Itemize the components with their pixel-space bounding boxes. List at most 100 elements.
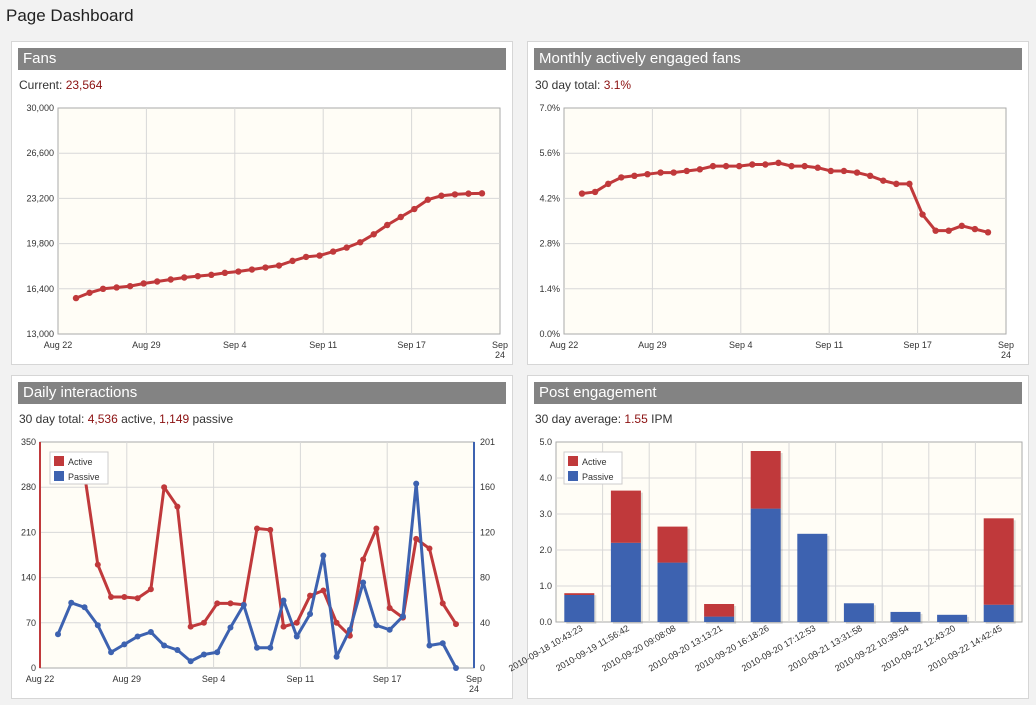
engaged-point [788, 162, 795, 170]
plot-area [563, 107, 1007, 335]
x-tick-label: Sep 4 [202, 674, 226, 684]
plot-area [39, 441, 475, 669]
bar-active [704, 604, 735, 617]
x-tick-label: Sep 17 [373, 674, 402, 684]
x-tick-label: Aug 29 [638, 340, 667, 350]
fans-point [86, 289, 93, 296]
passive-point [55, 631, 61, 638]
engaged-summary-label: 30 day total: [535, 78, 601, 92]
daily-summary-label: 30 day total: [19, 412, 85, 426]
engaged-point [801, 162, 808, 170]
fans-point [302, 253, 310, 261]
x-tick-label: 2010-09-18 10:43:23 [507, 623, 584, 673]
y-tick-label: 1.4% [539, 284, 560, 294]
engaged-point [840, 167, 848, 175]
engaged-point [971, 225, 979, 233]
fans-summary-label: Current: [19, 78, 63, 92]
passive-point [386, 626, 393, 633]
bar-passive [890, 611, 921, 622]
engaged-panel: Monthly actively engaged fans 30 day tot… [527, 41, 1029, 365]
fans-point [235, 268, 242, 275]
post-panel: Post engagement 30 day average: 1.55 IPM… [507, 375, 1029, 699]
engaged-point [880, 177, 887, 184]
engaged-point [735, 162, 743, 170]
fans-point [451, 191, 459, 198]
y-tick-label: 5.6% [539, 148, 560, 158]
active-point [439, 600, 446, 607]
active-point [187, 623, 194, 630]
y-tick-label: 0 [31, 663, 36, 673]
engaged-point [578, 190, 586, 197]
x-tick-label: Aug 22 [44, 340, 73, 350]
engaged-point [631, 172, 638, 179]
fans-point [113, 284, 120, 291]
fans-point [248, 266, 256, 273]
active-point [426, 545, 433, 552]
passive-point [439, 640, 446, 647]
legend-label-passive: Passive [582, 472, 614, 482]
x-tick-label: Sep 4 [729, 340, 753, 350]
x-tick-label: Aug 22 [550, 340, 579, 350]
fans-point [438, 192, 445, 199]
y-tick-label: 201 [480, 437, 495, 447]
fans-panel-header: Fans [18, 48, 506, 70]
x-tick-label: Aug 22 [26, 674, 55, 684]
passive-point [346, 626, 353, 633]
bar-passive [937, 614, 968, 622]
fans-point [208, 271, 215, 279]
passive-point [307, 611, 314, 618]
y-tick-label: 70 [26, 618, 36, 628]
fans-panel: Fans Current: 23,564 13,000 16,400 19,800 2… [11, 41, 513, 365]
engaged-point [866, 172, 874, 179]
fans-point [126, 282, 134, 290]
x-tick-label: 24 [495, 350, 505, 360]
daily-passive-value: 1,149 [159, 412, 190, 426]
engaged-point [591, 188, 599, 196]
bar-active [657, 526, 688, 563]
active-point [453, 621, 459, 628]
engaged-summary-value: 3.1% [603, 78, 632, 92]
active-point [94, 561, 101, 568]
y-tick-label: 26,600 [26, 148, 54, 158]
fans-point [275, 262, 283, 269]
engaged-point [827, 167, 835, 175]
active-point [360, 556, 367, 563]
x-tick-label: Sep [492, 340, 508, 350]
legend-swatch-passive [54, 471, 64, 481]
passive-point [399, 613, 406, 620]
passive-point [214, 649, 221, 656]
bar-passive [704, 616, 735, 622]
post-summary: 30 day average: 1.55 IPM [535, 412, 672, 426]
active-point [227, 600, 234, 607]
active-point [200, 619, 207, 626]
fans-point [411, 205, 418, 213]
fans-point [384, 221, 391, 229]
x-tick-label: Sep 11 [286, 674, 314, 684]
active-point [214, 600, 221, 607]
passive-point [81, 604, 88, 611]
x-tick-label: Sep 11 [309, 340, 337, 350]
fans-point [99, 285, 107, 292]
daily-panel-header: Daily interactions [18, 382, 506, 404]
bar-passive [843, 603, 874, 622]
passive-point [187, 658, 194, 665]
y-tick-label: 5.0 [539, 437, 552, 447]
x-tick-label: 24 [1001, 350, 1011, 360]
y-tick-label: 0 [480, 663, 485, 673]
plot-area [57, 107, 501, 335]
fans-summary-value: 23,564 [65, 78, 103, 92]
x-tick-label: Aug 29 [113, 674, 142, 684]
active-point [161, 484, 168, 491]
y-tick-label: 13,000 [26, 329, 54, 339]
engaged-point [814, 164, 821, 171]
y-tick-label: 7.0% [539, 103, 560, 113]
x-tick-label: Sep 4 [223, 340, 247, 350]
passive-point [413, 480, 420, 487]
bar-passive [983, 604, 1014, 622]
engaged-point [945, 227, 952, 234]
fans-point [397, 213, 404, 221]
daily-passive-word: passive [192, 412, 234, 426]
passive-point [240, 602, 247, 609]
engaged-point [644, 170, 651, 178]
